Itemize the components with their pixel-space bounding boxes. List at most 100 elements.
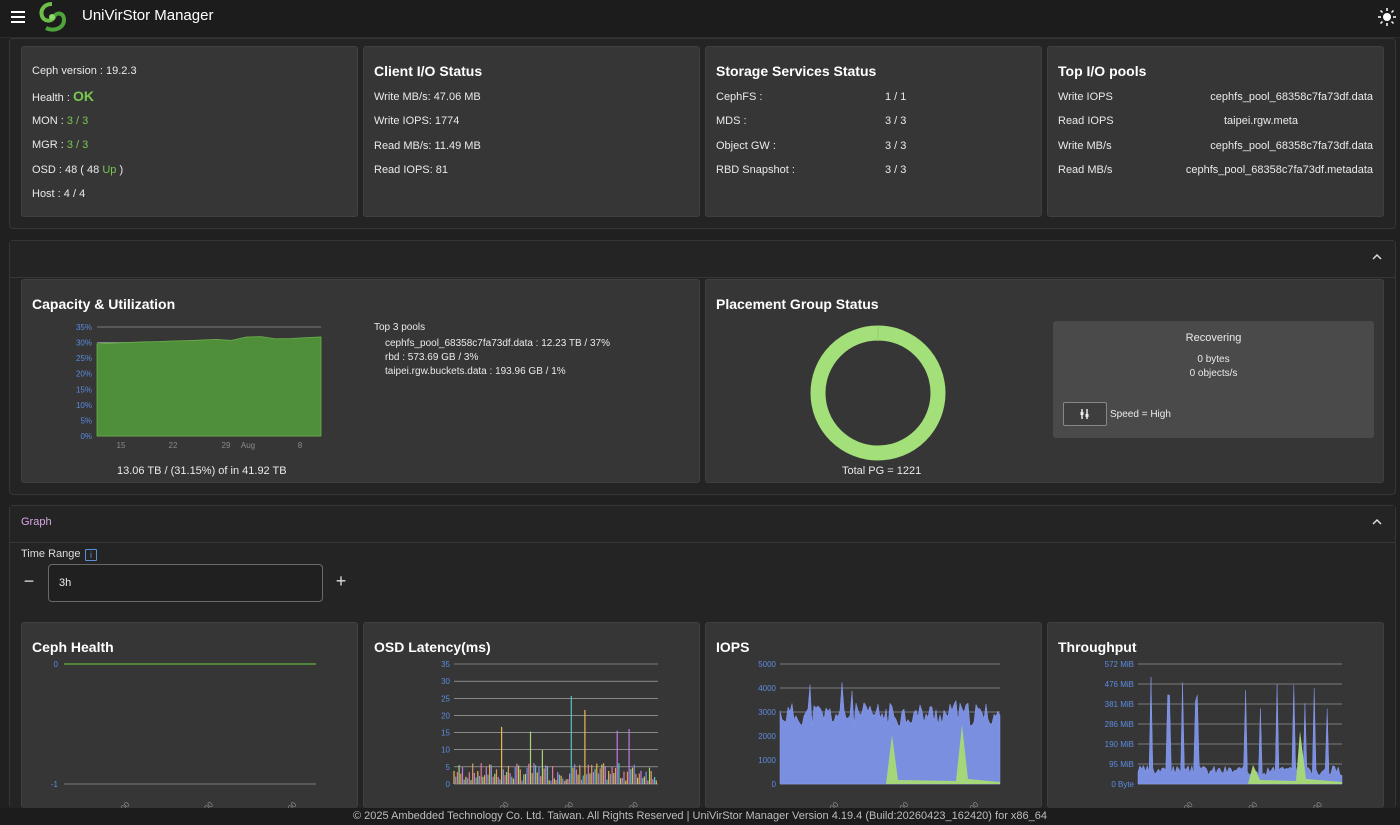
- collapse-chevron-icon[interactable]: [1370, 515, 1384, 529]
- service-label: MDS :: [716, 115, 747, 127]
- write-mbs: Write MB/s: 47.06 MB: [374, 91, 481, 103]
- y-tick-label: 30: [441, 677, 450, 686]
- throughput-chart: 572 MiB 476 MiB 381 MiB 286 MiB 190 MiB 95 Mi…: [1105, 660, 1343, 809]
- read-iops: Read IOPS: 81: [374, 164, 448, 176]
- app-logo: [39, 2, 67, 32]
- pool-name: cephfs_pool_68358c7fa73df.data: [1210, 140, 1373, 152]
- mgr-value: 3 / 3: [66, 139, 89, 151]
- capacity-title: Capacity & Utilization: [32, 296, 176, 312]
- y-tick-label: 15: [441, 729, 450, 738]
- pool-name: cephfs_pool_68358c7fa73df.metadata: [1185, 164, 1373, 176]
- y-tick-label: 5000: [758, 660, 776, 669]
- top-pools-title: Top 3 pools: [374, 322, 426, 333]
- collapse-chevron-icon[interactable]: [1370, 250, 1384, 264]
- y-tick-label: 0: [772, 780, 777, 789]
- footer: © 2025 Ambedded Technology Co. Ltd. Taiw…: [0, 808, 1400, 825]
- y-tick-label: 10: [441, 746, 450, 755]
- x-tick-label: 04 : 00: [1236, 800, 1260, 809]
- throughput-write-area: [1137, 676, 1343, 785]
- iops-read-area: [886, 725, 1000, 784]
- host-row: Host : 4 / 4: [32, 188, 86, 200]
- service-value: 1 / 1: [885, 91, 907, 103]
- y-tick-label: 5%: [80, 416, 92, 425]
- y-tick-label: 20%: [76, 370, 92, 379]
- increase-time-range-button[interactable]: +: [335, 571, 347, 591]
- client-io-card: Client I/O Status Write MB/s: 47.06 MB W…: [363, 46, 700, 217]
- y-tick-label: 25%: [76, 354, 92, 363]
- time-range-input[interactable]: [48, 564, 323, 602]
- y-tick-label: 95 MiB: [1109, 760, 1134, 769]
- time-range-label: Time Range: [21, 548, 81, 560]
- chart-title: Ceph Health: [32, 639, 114, 655]
- chart-title: OSD Latency(ms): [374, 639, 491, 655]
- x-tick-label: 04 : 00: [887, 800, 911, 809]
- chart-title: Throughput: [1058, 639, 1137, 655]
- x-tick-label: 05 : 00: [1300, 800, 1324, 809]
- recovering-title: Recovering: [1185, 332, 1242, 344]
- x-tick-label: 04 : 00: [552, 800, 576, 809]
- y-tick-label: 10%: [76, 401, 92, 410]
- mgr-label: MGR :: [32, 139, 64, 151]
- service-label: RBD Snapshot :: [716, 164, 795, 176]
- y-tick-label: 0%: [80, 432, 92, 441]
- y-tick-label: 476 MiB: [1105, 680, 1134, 689]
- top-bar: UniVirStor Manager: [0, 0, 1400, 38]
- x-tick-label: 03 : 00: [487, 800, 511, 809]
- y-tick-label: 35: [441, 660, 450, 669]
- capacity-section-header[interactable]: [10, 241, 1395, 278]
- y-tick-label: 572 MiB: [1105, 660, 1134, 669]
- storage-services-title: Storage Services Status: [716, 63, 877, 79]
- osd-row: OSD : 48 ( 48 Up ): [32, 164, 123, 176]
- iops-card: IOPS 5000 4000 3000 2000 1000 0 03 : 00 04 : 00…: [705, 622, 1042, 809]
- mon-row: MON : 3 / 3: [32, 115, 88, 127]
- capacity-chart: 35% 30% 25% 20% 15% 10% 5% 0% 15 22 29 Aug 8: [76, 323, 322, 450]
- iops-write-area: [779, 682, 1001, 785]
- storage-services-card: Storage Services Status CephFS : 1 / 1 M…: [705, 46, 1042, 217]
- y-tick-label: 0 Byte: [1111, 780, 1134, 789]
- x-tick-label: 29: [222, 441, 231, 450]
- iops-chart: 5000 4000 3000 2000 1000 0 03 : 00 04 : 00 05 : …: [758, 660, 1001, 809]
- recovering-panel: Recovering 0 bytes 0 objects/s Speed = H…: [1053, 321, 1374, 438]
- theme-toggle-icon[interactable]: [1377, 7, 1397, 27]
- throughput-read-area: [1248, 731, 1342, 784]
- osd-latency-chart: 35 30 25 20 15 10 5 0 03 : 00 04 : 00 05 : 00: [441, 660, 658, 809]
- x-tick-label: 04 : 00: [191, 800, 215, 809]
- menu-icon[interactable]: [9, 8, 27, 26]
- pool-name: taipei.rgw.meta: [1224, 115, 1298, 127]
- x-tick-label: 05 : 00: [275, 800, 299, 809]
- cluster-info-card: Ceph version : 19.2.3 Health : OK MON : …: [21, 46, 358, 217]
- info-icon[interactable]: i: [85, 549, 97, 561]
- top-pool-item: taipei.rgw.buckets.data : 193.96 GB / 1%: [385, 366, 566, 377]
- osd-up: Up: [102, 164, 117, 176]
- y-tick-label: 0: [446, 780, 451, 789]
- pg-status-card: Placement Group Status Total PG = 1221 R…: [705, 279, 1384, 483]
- y-tick-label: 30%: [76, 339, 92, 348]
- osd-latency-card: OSD Latency(ms) 35 30 25 20 15 10 5 0 03 : 00 04 …: [363, 622, 700, 809]
- recovering-bytes: 0 bytes: [1197, 354, 1230, 365]
- speed-label: Speed = High: [1110, 409, 1171, 420]
- y-tick-label: 286 MiB: [1105, 720, 1134, 729]
- graph-section-header[interactable]: Graph: [10, 506, 1395, 543]
- decrease-time-range-button[interactable]: −: [23, 571, 35, 591]
- y-tick-label: 35%: [76, 323, 92, 332]
- y-tick-label: 2000: [758, 732, 776, 741]
- service-value: 3 / 3: [885, 164, 907, 176]
- ceph-health-chart: 0 -1 03 : 00 04 : 00 05 : 00: [51, 660, 316, 809]
- capacity-card: Capacity & Utilization 35% 30% 25% 20% 15% 10…: [21, 279, 700, 483]
- x-tick-label: 05 : 00: [616, 800, 640, 809]
- ceph-version: Ceph version : 19.2.3: [32, 65, 137, 77]
- speed-toggle-button[interactable]: [1063, 402, 1107, 426]
- x-tick-label: Aug: [241, 441, 255, 450]
- x-tick-label: 8: [298, 441, 303, 450]
- y-tick-label: 4000: [758, 684, 776, 693]
- mgr-row: MGR : 3 / 3: [32, 139, 88, 151]
- capacity-summary: 13.06 TB / (31.15%) of in 41.92 TB: [117, 465, 287, 477]
- client-io-title: Client I/O Status: [374, 63, 483, 79]
- x-tick-label: 03 : 00: [1171, 800, 1195, 809]
- pg-donut-ring: [810, 325, 946, 461]
- pg-donut-chart: [810, 325, 946, 461]
- x-tick-label: 03 : 00: [817, 800, 841, 809]
- pg-status-title: Placement Group Status: [716, 296, 879, 312]
- health-row: Health : OK: [32, 88, 94, 104]
- x-tick-label: 05 : 00: [957, 800, 981, 809]
